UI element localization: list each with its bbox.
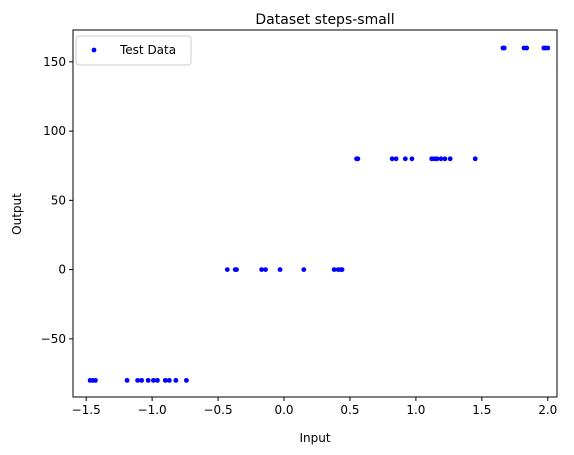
- data-point: [472, 156, 478, 162]
- data-point: [166, 377, 172, 383]
- data-point: [438, 156, 444, 162]
- data-point: [442, 156, 448, 162]
- plot-frame: [72, 29, 558, 398]
- data-point: [501, 45, 507, 51]
- data-point: [224, 267, 230, 272]
- x-tick-label: 0.0: [274, 403, 293, 417]
- data-point: [162, 377, 168, 383]
- x-tick-label: 1.0: [406, 403, 425, 417]
- data-point: [409, 156, 415, 162]
- x-tick-label: 1.5: [472, 403, 491, 417]
- data-point: [339, 267, 345, 272]
- data-point: [447, 156, 453, 162]
- data-point: [402, 156, 408, 162]
- data-point: [389, 156, 395, 162]
- legend-label: Test Data: [119, 43, 176, 57]
- data-point: [173, 377, 179, 383]
- data-point: [259, 267, 264, 272]
- x-tick-label: 2.0: [538, 403, 557, 417]
- y-axis-label: Output: [10, 193, 24, 235]
- y-tick-label: 100: [43, 124, 66, 138]
- y-tick-label: 0: [58, 263, 66, 277]
- data-point: [355, 156, 361, 162]
- y-axis-ticks: −50 0 50 100 150: [41, 55, 73, 346]
- data-point: [135, 377, 141, 383]
- data-point: [277, 267, 283, 272]
- data-point: [263, 267, 268, 272]
- data-point: [151, 377, 156, 383]
- data-point: [434, 156, 440, 162]
- x-axis-ticks: −1.5 −1.0 −0.5 0.0 0.5 1.0 1.5 2.0: [72, 397, 557, 417]
- data-point: [331, 267, 337, 272]
- legend-marker: [91, 47, 97, 53]
- data-point: [301, 267, 307, 272]
- y-tick-label: 150: [43, 55, 66, 69]
- x-tick-label: −1.0: [138, 403, 167, 417]
- y-tick-label: 50: [51, 193, 66, 207]
- data-point: [545, 45, 551, 51]
- x-tick-label: −1.5: [72, 403, 101, 417]
- data-point: [145, 377, 151, 383]
- data-point: [393, 156, 399, 162]
- data-point: [124, 377, 130, 383]
- x-axis-label: Input: [299, 431, 330, 445]
- data-point: [155, 377, 160, 383]
- data-point: [93, 377, 98, 383]
- data-point: [184, 377, 189, 383]
- data-point: [524, 45, 530, 51]
- chart-title: Dataset steps-small: [255, 12, 394, 28]
- data-points: [87, 45, 551, 383]
- legend: Test Data: [75, 35, 192, 66]
- data-point: [139, 377, 144, 383]
- legend-box: [75, 35, 192, 66]
- x-tick-label: 0.5: [340, 403, 359, 417]
- y-tick-label: −50: [41, 332, 66, 346]
- data-point: [234, 267, 239, 272]
- x-tick-label: −0.5: [203, 403, 232, 417]
